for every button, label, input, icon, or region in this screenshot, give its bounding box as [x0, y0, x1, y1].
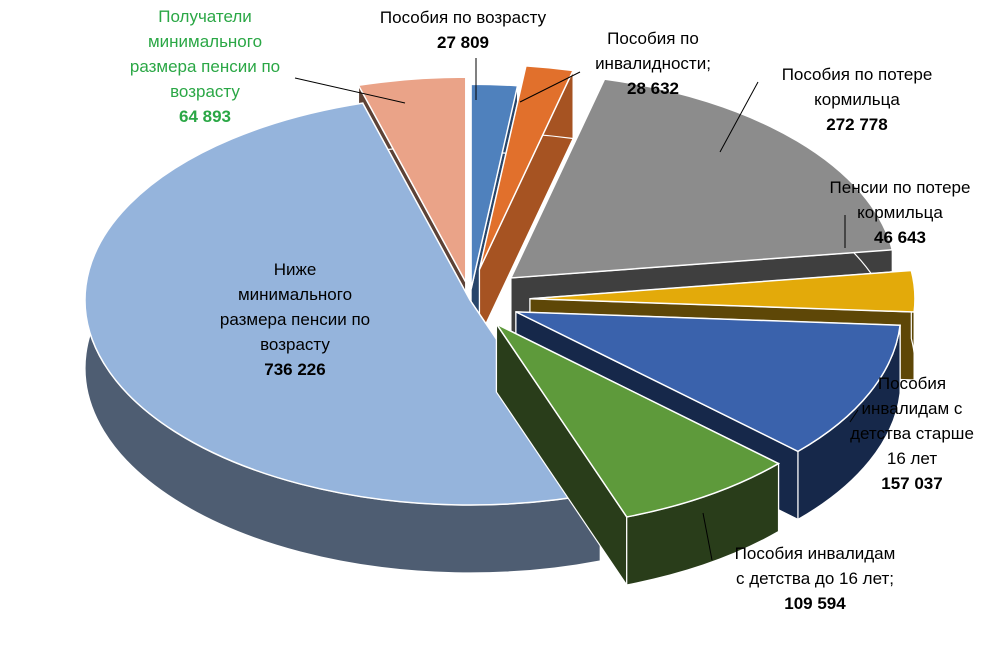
leader-line-5	[849, 409, 859, 423]
pie-slice-6	[494, 322, 781, 587]
slice-value: 109 594	[784, 594, 846, 613]
pie-slice-2	[478, 65, 575, 338]
slice-label-line: кормильца	[814, 90, 900, 109]
slice-label-line: с детства до 16 лет;	[736, 569, 894, 588]
slice-label-5: Пособия инвалидам с детства старше 16 лет 15…	[850, 374, 974, 493]
slice-label-4: Пенсии по потере кормильца 46 643	[830, 178, 971, 247]
slice-label-line: 16 лет	[887, 449, 937, 468]
slice-label-line: Пособия по	[607, 29, 699, 48]
leader-line-8	[294, 77, 406, 104]
slice-label-6: Пособия инвалидам с детства до 16 лет; 109…	[735, 544, 896, 613]
slice-label-line: минимального	[238, 285, 352, 304]
slice-label-line: Ниже	[274, 260, 317, 279]
slice-label-line: Получатели	[158, 7, 252, 26]
slice-label-line: размера пенсии по	[130, 57, 280, 76]
slice-value: 64 893	[179, 107, 231, 126]
leader-line-2	[519, 71, 581, 103]
slice-label-line: размера пенсии по	[220, 310, 370, 329]
slice-label-line: возрасту	[170, 82, 240, 101]
slice-value: 736 226	[264, 360, 325, 379]
slice-value: 157 037	[881, 474, 942, 493]
slice-value: 28 632	[627, 79, 679, 98]
leader-line-6	[702, 512, 713, 561]
slice-label-7: Ниже минимального размера пенсии по возраст…	[220, 260, 370, 379]
leader-line-3	[719, 81, 759, 153]
slice-value: 272 778	[826, 115, 887, 134]
slice-label-line: детства старше	[850, 424, 974, 443]
slice-label-2: Пособия по инвалидности; 28 632	[595, 29, 711, 98]
slice-label-line: минимального	[148, 32, 262, 51]
slice-value: 46 643	[874, 228, 926, 247]
slice-value: 27 809	[437, 33, 489, 52]
slice-label-line: инвалидности;	[595, 54, 711, 73]
slice-label-1: Пособия по возрасту 27 809	[380, 8, 547, 52]
slice-label-line: кормильца	[857, 203, 943, 222]
slice-label-3: Пособия по потере кормильца 272 778	[782, 65, 933, 134]
slice-label-line: Пособия	[878, 374, 946, 393]
slice-label-8: Получатели минимального размера пенсии по в…	[130, 7, 280, 126]
slice-label-line: Пособия инвалидам	[735, 544, 896, 563]
slice-label-line: Пособия по потере	[782, 65, 933, 84]
slice-label-line: возрасту	[260, 335, 330, 354]
slice-label-line: инвалидам с	[862, 399, 963, 418]
slice-label-line: Пенсии по потере	[830, 178, 971, 197]
slice-label-line: Пособия по возрасту	[380, 8, 547, 27]
